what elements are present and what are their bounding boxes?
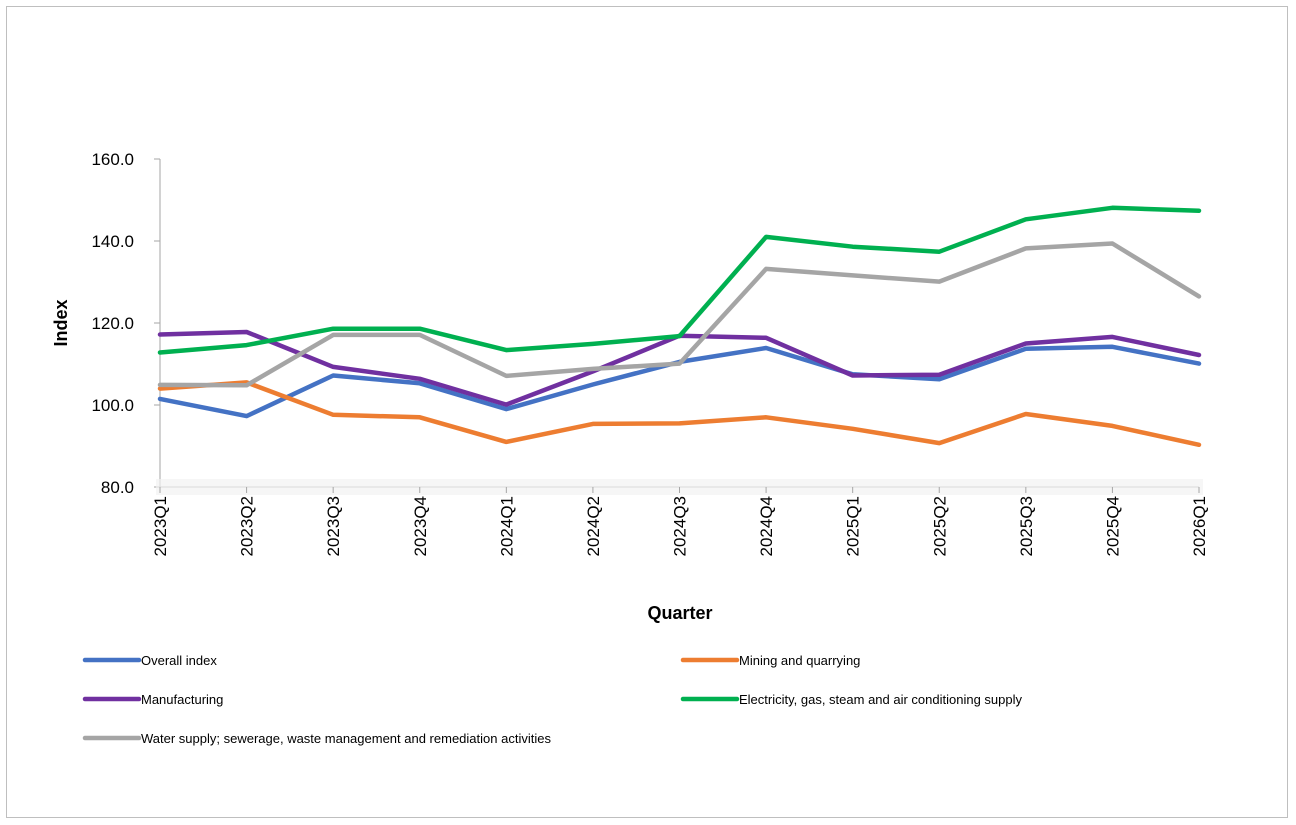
legend-label: Water supply; sewerage, waste management… (141, 731, 551, 746)
x-tick-label: 2024Q2 (584, 496, 603, 557)
x-tick-label: 2025Q4 (1103, 496, 1122, 557)
y-tick-label: 120.0 (91, 314, 134, 333)
legend-label: Electricity, gas, steam and air conditio… (739, 692, 1023, 707)
x-tick-label: 2026Q1 (1190, 496, 1209, 557)
x-tick-label: 2023Q2 (238, 496, 257, 557)
y-tick-label: 100.0 (91, 396, 134, 415)
legend: Overall index Mining and quarrying Manufac… (82, 653, 1023, 746)
x-axis: 2023Q1 2023Q2 2023Q3 2023Q4 2024Q1 2024Q2 2024… (151, 479, 1209, 557)
legend-item-1: Mining and quarrying (680, 653, 860, 668)
legend-item-4: Water supply; sewerage, waste management… (82, 731, 551, 746)
series-line-3 (157, 205, 1202, 355)
series-line-1 (157, 380, 1202, 448)
y-axis-title: Index (51, 299, 71, 346)
x-axis-title: Quarter (647, 603, 712, 623)
y-axis: 80.0 100.0 120.0 140.0 160.0 (91, 150, 161, 497)
series-layer (157, 205, 1202, 448)
x-tick-label: 2025Q3 (1017, 496, 1036, 557)
legend-item-3: Electricity, gas, steam and air conditio… (680, 692, 1023, 707)
x-tick-label: 2023Q3 (324, 496, 343, 557)
legend-item-2: Manufacturing (82, 692, 223, 707)
legend-label: Manufacturing (141, 692, 223, 707)
x-tick-label: 2024Q4 (757, 496, 776, 557)
series-line-4 (157, 241, 1202, 388)
x-tick-label: 2023Q1 (151, 496, 170, 557)
legend-item-0: Overall index (82, 653, 217, 668)
legend-label: Overall index (141, 653, 217, 668)
x-tick-label: 2024Q3 (671, 496, 690, 557)
legend-label: Mining and quarrying (739, 653, 860, 668)
series-line-0 (157, 344, 1202, 419)
x-tick-label: 2023Q4 (411, 496, 430, 557)
x-tick-label: 2025Q2 (930, 496, 949, 557)
y-tick-label: 140.0 (91, 232, 134, 251)
x-tick-label: 2025Q1 (844, 496, 863, 557)
x-tick-label: 2024Q1 (497, 496, 516, 557)
y-tick-label: 160.0 (91, 150, 134, 169)
y-tick-label: 80.0 (101, 478, 134, 497)
